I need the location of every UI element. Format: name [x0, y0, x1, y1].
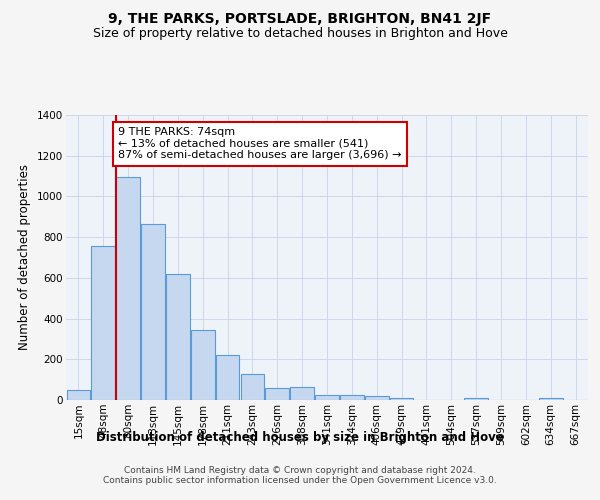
Text: Size of property relative to detached houses in Brighton and Hove: Size of property relative to detached ho…: [92, 28, 508, 40]
Text: Distribution of detached houses by size in Brighton and Hove: Distribution of detached houses by size …: [96, 431, 504, 444]
Bar: [539, 398, 563, 400]
Text: Contains HM Land Registry data © Crown copyright and database right 2024.
Contai: Contains HM Land Registry data © Crown c…: [103, 466, 497, 485]
Bar: [166, 274, 190, 400]
Y-axis label: Number of detached properties: Number of detached properties: [19, 164, 31, 350]
Bar: [265, 388, 289, 400]
Bar: [340, 394, 364, 400]
Bar: [116, 176, 140, 400]
Bar: [141, 224, 165, 400]
Bar: [216, 355, 239, 400]
Bar: [290, 387, 314, 400]
Bar: [464, 398, 488, 400]
Bar: [67, 390, 90, 400]
Text: 9 THE PARKS: 74sqm
← 13% of detached houses are smaller (541)
87% of semi-detach: 9 THE PARKS: 74sqm ← 13% of detached hou…: [118, 127, 402, 160]
Bar: [241, 374, 264, 400]
Bar: [390, 398, 413, 400]
Text: 9, THE PARKS, PORTSLADE, BRIGHTON, BN41 2JF: 9, THE PARKS, PORTSLADE, BRIGHTON, BN41 …: [109, 12, 491, 26]
Bar: [315, 395, 339, 400]
Bar: [365, 396, 389, 400]
Bar: [91, 246, 115, 400]
Bar: [191, 330, 215, 400]
